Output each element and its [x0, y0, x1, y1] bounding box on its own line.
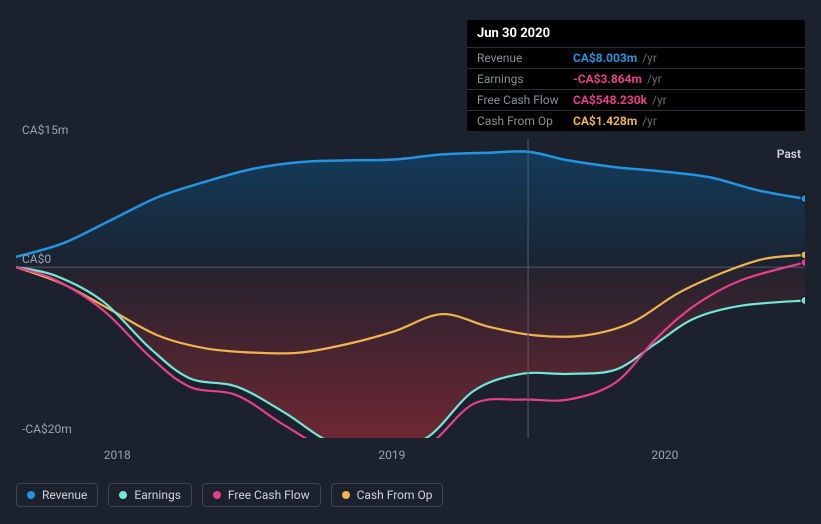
y-tick-label: CA$15m [22, 123, 68, 137]
tooltip-row: RevenueCA$8.003m/yr [467, 47, 805, 68]
legend-dot-icon [342, 491, 350, 499]
tooltip-row-value: CA$548.230k [573, 93, 647, 107]
tooltip-row-unit: /yr [647, 72, 662, 86]
end-marker-earnings [801, 296, 805, 304]
tooltip-row-label: Earnings [477, 72, 573, 86]
x-tick-label: 2020 [651, 448, 678, 462]
end-marker-revenue [801, 195, 805, 203]
y-tick-label: CA$0 [22, 252, 51, 266]
legend-item-revenue[interactable]: Revenue [16, 483, 98, 507]
tooltip-row-label: Revenue [477, 51, 573, 65]
tooltip-row-unit: /yr [642, 51, 657, 65]
legend-item-label: Earnings [134, 488, 181, 502]
legend-item-free_cash_flow[interactable]: Free Cash Flow [202, 483, 321, 507]
legend-item-earnings[interactable]: Earnings [108, 483, 192, 507]
legend-dot-icon [27, 491, 35, 499]
area-earnings [16, 267, 805, 438]
tooltip-row: Cash From OpCA$1.428m/yr [467, 110, 805, 131]
tooltip-row: Free Cash FlowCA$548.230k/yr [467, 89, 805, 110]
y-tick-label: -CA$20m [22, 422, 72, 436]
tooltip-row-value: CA$8.003m [573, 51, 637, 65]
chart-plot-area [16, 139, 805, 438]
past-label: Past [777, 147, 801, 161]
tooltip-row-value: -CA$3.864m [573, 72, 642, 86]
tooltip-header: Jun 30 2020 [467, 20, 805, 47]
end-marker-free_cash_flow [801, 258, 805, 266]
legend-item-cash_from_op[interactable]: Cash From Op [331, 483, 444, 507]
tooltip-row-label: Free Cash Flow [477, 93, 573, 107]
legend-item-label: Cash From Op [357, 488, 433, 502]
end-marker-cash_from_op [801, 251, 805, 259]
tooltip-row-unit: /yr [652, 93, 667, 107]
legend-item-label: Free Cash Flow [228, 488, 310, 502]
legend-item-label: Revenue [42, 488, 87, 502]
x-tick-label: 2019 [378, 448, 405, 462]
tooltip-row-label: Cash From Op [477, 114, 573, 128]
tooltip-row-value: CA$1.428m [573, 114, 637, 128]
legend-dot-icon [119, 491, 127, 499]
tooltip-row: Earnings-CA$3.864m/yr [467, 68, 805, 89]
hover-tooltip: Jun 30 2020RevenueCA$8.003m/yrEarnings-C… [467, 20, 805, 131]
tooltip-row-unit: /yr [642, 114, 657, 128]
legend: Revenue Earnings Free Cash Flow Cash From O… [16, 483, 443, 507]
legend-dot-icon [213, 491, 221, 499]
x-tick-label: 2018 [104, 448, 131, 462]
